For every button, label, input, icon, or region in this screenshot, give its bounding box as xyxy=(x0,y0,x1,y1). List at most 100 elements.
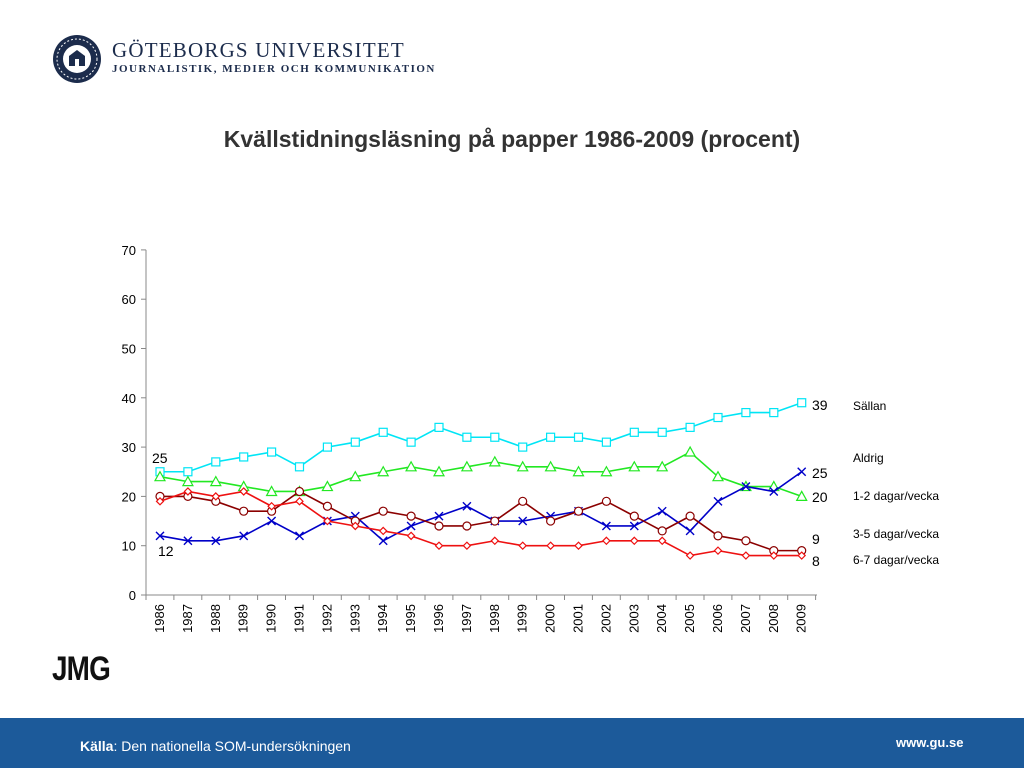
data-point xyxy=(295,496,304,506)
data-point xyxy=(685,551,695,560)
source-label: Källa xyxy=(80,738,114,754)
data-point xyxy=(713,531,723,541)
data-point xyxy=(211,536,221,546)
data-point xyxy=(432,465,446,477)
data-point xyxy=(153,470,167,482)
data-point xyxy=(462,541,472,551)
start-value-label: 25 xyxy=(152,450,168,466)
data-point xyxy=(490,536,500,546)
x-tick-label: 1993 xyxy=(347,604,362,633)
data-point xyxy=(797,398,807,408)
data-point xyxy=(460,460,473,472)
data-point xyxy=(685,511,695,521)
x-tick-label: 1999 xyxy=(515,604,530,633)
data-point xyxy=(574,541,583,551)
data-point xyxy=(741,407,751,418)
data-point xyxy=(490,432,500,442)
legend-label: Aldrig xyxy=(853,451,884,465)
data-point xyxy=(434,511,444,521)
data-point xyxy=(321,480,334,492)
data-point xyxy=(350,521,360,531)
x-tick-label: 1998 xyxy=(487,604,502,633)
y-tick-label: 30 xyxy=(122,440,136,455)
x-tick-label: 2002 xyxy=(598,604,613,633)
data-point xyxy=(406,521,416,531)
data-point xyxy=(518,541,528,551)
data-point xyxy=(545,516,556,526)
university-name: GÖTEBORGS UNIVERSITET xyxy=(112,38,405,62)
data-point xyxy=(295,531,304,541)
x-tick-label: 1990 xyxy=(264,604,279,633)
data-point xyxy=(405,460,418,472)
data-point xyxy=(294,462,305,472)
jmg-logo: JMG xyxy=(52,650,111,688)
data-point xyxy=(239,487,249,496)
data-point xyxy=(629,427,639,437)
end-value-label: 20 xyxy=(812,489,828,505)
data-point xyxy=(434,422,444,432)
y-tick-label: 50 xyxy=(122,342,136,357)
legend-label: 1-2 dagar/vecka xyxy=(853,489,939,503)
series-line xyxy=(159,490,802,557)
data-point xyxy=(518,442,528,452)
start-value-label: 12 xyxy=(158,543,174,559)
series-line xyxy=(160,401,802,473)
x-tick-label: 1997 xyxy=(459,604,474,633)
data-point xyxy=(377,465,390,477)
data-point xyxy=(488,455,501,467)
data-point xyxy=(294,486,305,497)
y-tick-label: 60 xyxy=(122,292,136,307)
x-tick-label: 1987 xyxy=(180,604,195,633)
data-point xyxy=(490,516,500,526)
data-point xyxy=(545,432,556,442)
y-tick-label: 70 xyxy=(122,243,136,258)
data-point xyxy=(573,432,584,442)
data-point xyxy=(155,496,165,506)
data-point xyxy=(741,482,751,492)
end-value-label: 9 xyxy=(812,531,820,547)
data-point xyxy=(657,506,667,516)
data-point xyxy=(601,437,612,447)
data-point xyxy=(657,526,667,536)
data-point xyxy=(797,551,807,560)
data-point xyxy=(769,551,779,560)
x-tick-label: 1989 xyxy=(236,604,251,633)
legend-label: Sällan xyxy=(853,399,886,413)
data-point xyxy=(657,536,667,546)
chart-title: Kvällstidningsläsning på papper 1986-200… xyxy=(223,126,801,152)
legend-label: 6-7 dagar/vecka xyxy=(853,553,939,567)
data-point xyxy=(713,412,723,423)
data-point xyxy=(572,465,585,477)
y-tick-label: 40 xyxy=(122,391,136,406)
data-point xyxy=(769,486,779,496)
data-point xyxy=(378,427,388,437)
data-point xyxy=(684,445,697,457)
data-point xyxy=(209,475,222,487)
end-value-label: 25 xyxy=(812,465,828,481)
data-point xyxy=(323,516,332,526)
data-point xyxy=(378,526,388,536)
data-point xyxy=(239,452,249,462)
data-point xyxy=(322,501,332,511)
data-point xyxy=(378,536,388,546)
data-point xyxy=(713,496,723,506)
data-point xyxy=(600,465,613,477)
data-point xyxy=(602,536,611,546)
data-point xyxy=(628,460,641,472)
data-point xyxy=(713,546,723,555)
data-point xyxy=(573,506,584,516)
x-tick-label: 1994 xyxy=(375,604,390,633)
x-tick-label: 2008 xyxy=(766,604,781,633)
website-link[interactable]: www.gu.se xyxy=(896,735,964,750)
data-point xyxy=(544,460,557,472)
data-point xyxy=(211,457,221,467)
series-line xyxy=(159,451,802,498)
series-line xyxy=(159,471,803,542)
data-point xyxy=(518,516,528,526)
university-seal-logo xyxy=(53,35,101,83)
data-point xyxy=(516,460,529,472)
data-point xyxy=(462,501,472,511)
x-tick-label: 1992 xyxy=(319,604,334,633)
data-point xyxy=(378,506,388,516)
data-point xyxy=(265,485,278,497)
